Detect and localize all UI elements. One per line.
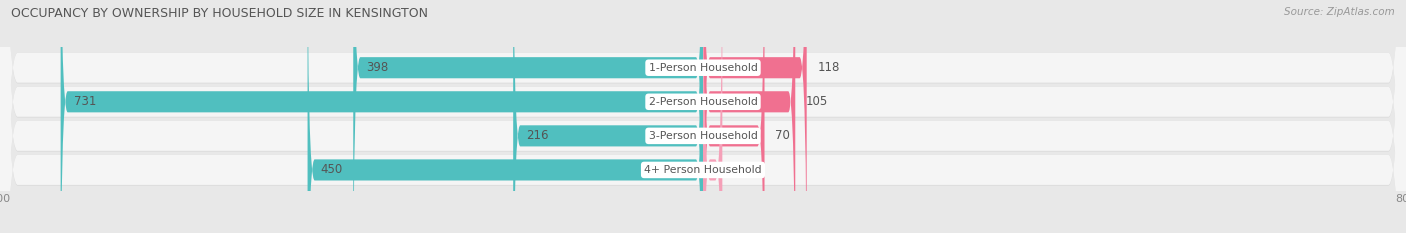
FancyBboxPatch shape — [513, 0, 703, 233]
Text: 731: 731 — [73, 95, 96, 108]
FancyBboxPatch shape — [703, 0, 796, 233]
FancyBboxPatch shape — [353, 0, 703, 233]
FancyBboxPatch shape — [703, 0, 807, 233]
FancyBboxPatch shape — [703, 0, 765, 233]
Text: Source: ZipAtlas.com: Source: ZipAtlas.com — [1284, 7, 1395, 17]
Text: 216: 216 — [526, 129, 548, 142]
Text: 70: 70 — [775, 129, 790, 142]
FancyBboxPatch shape — [308, 0, 703, 233]
Text: 2-Person Household: 2-Person Household — [648, 97, 758, 107]
Text: 4+ Person Household: 4+ Person Household — [644, 165, 762, 175]
Text: 398: 398 — [367, 61, 388, 74]
Text: 450: 450 — [321, 163, 343, 176]
FancyBboxPatch shape — [60, 0, 703, 233]
Text: 105: 105 — [806, 95, 828, 108]
Text: OCCUPANCY BY OWNERSHIP BY HOUSEHOLD SIZE IN KENSINGTON: OCCUPANCY BY OWNERSHIP BY HOUSEHOLD SIZE… — [11, 7, 429, 20]
Text: 22: 22 — [733, 163, 748, 176]
FancyBboxPatch shape — [703, 0, 723, 233]
Text: 1-Person Household: 1-Person Household — [648, 63, 758, 73]
Text: 3-Person Household: 3-Person Household — [648, 131, 758, 141]
Text: 118: 118 — [817, 61, 839, 74]
